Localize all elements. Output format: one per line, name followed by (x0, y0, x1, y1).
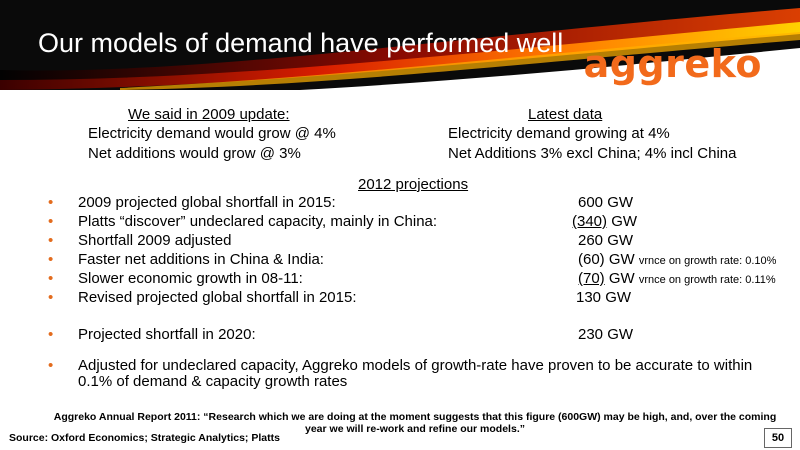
bullet-icon: • (48, 213, 54, 230)
bullet-icon: • (48, 194, 54, 211)
bullet-icon: • (48, 232, 54, 249)
projection-value: 600 GW (578, 194, 634, 211)
projection-value: (340) GW (572, 213, 638, 230)
variance-note: vrnce on growth rate: 0.11% (638, 274, 776, 286)
projection-value-2020: 230 GW (578, 326, 634, 343)
projection-value: 260 GW (578, 232, 634, 249)
bullet-icon: • (48, 251, 54, 268)
projection-item: • Shortfall 2009 adjusted (48, 232, 232, 249)
source-note: Source: Oxford Economics; Strategic Anal… (9, 432, 280, 444)
projections-heading: 2012 projections (358, 176, 469, 193)
projection-item-2020: • Projected shortfall in 2020: (48, 326, 256, 343)
flame-swoosh-graphic (0, 8, 800, 90)
bullet-icon: • (48, 289, 54, 306)
projection-value: (70) GW vrnce on growth rate: 0.11% (578, 270, 776, 287)
variance-note: vrnce on growth rate: 0.10% (638, 255, 777, 267)
projection-value: 130 GW (576, 289, 632, 306)
bullet-icon: • (48, 326, 54, 343)
projection-item: • 2009 projected global shortfall in 2015… (48, 194, 336, 211)
right-column-line: Electricity demand growing at 4% (448, 125, 670, 142)
aggreko-logo: aggreko (583, 42, 762, 86)
projection-item: • Platts “discover” undeclared capacity, … (48, 213, 438, 230)
left-column-line: Net additions would grow @ 3% (88, 145, 301, 162)
projection-item: • Faster net additions in China & India: (48, 251, 324, 268)
bullet-icon: • (48, 357, 54, 374)
projection-value: (60) GW vrnce on growth rate: 0.10% (578, 251, 777, 268)
left-column-line: Electricity demand would grow @ 4% (88, 125, 336, 142)
left-column-heading: We said in 2009 update: (128, 106, 290, 123)
right-column-heading: Latest data (528, 106, 603, 123)
page-number: 50 (764, 428, 792, 448)
conclusion-paragraph: • Adjusted for undeclared capacity, Aggr… (48, 357, 753, 390)
projection-item: • Revised projected global shortfall in 2… (48, 289, 357, 306)
right-column-line: Net Additions 3% excl China; 4% incl Chi… (448, 145, 737, 162)
projection-item: • Slower economic growth in 08-11: (48, 270, 303, 287)
annual-report-quote: Aggreko Annual Report 2011: “Research wh… (53, 411, 777, 435)
bullet-icon: • (48, 270, 54, 287)
slide-header-banner: Our models of demand have performed well (0, 0, 800, 90)
slide-title: Our models of demand have performed well (38, 28, 564, 58)
